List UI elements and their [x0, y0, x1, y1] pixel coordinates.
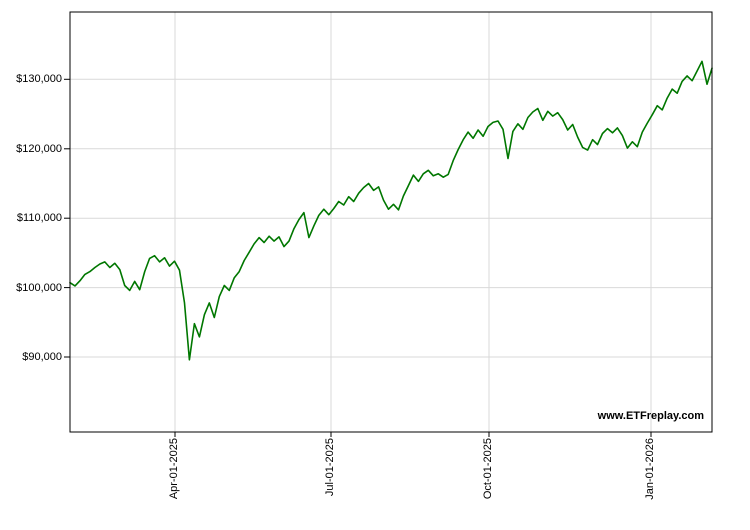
x-axis-label: Apr-01-2025 [168, 438, 180, 500]
y-axis-label: $110,000 [16, 212, 62, 225]
plot-border [69, 11, 713, 433]
x-axis-label: Jul-01-2025 [324, 438, 336, 497]
y-axis-label: $100,000 [16, 281, 62, 294]
equity-curve-line [69, 60, 713, 361]
x-axis-label: Oct-01-2025 [482, 438, 494, 500]
watermark: www.ETFreplay.com [597, 410, 704, 422]
y-axis-label: $130,000 [16, 73, 62, 86]
x-axis-label: Jan-01-2026 [644, 438, 656, 500]
y-axis-label: $90,000 [22, 351, 62, 363]
y-axis-label: $120,000 [16, 142, 62, 155]
